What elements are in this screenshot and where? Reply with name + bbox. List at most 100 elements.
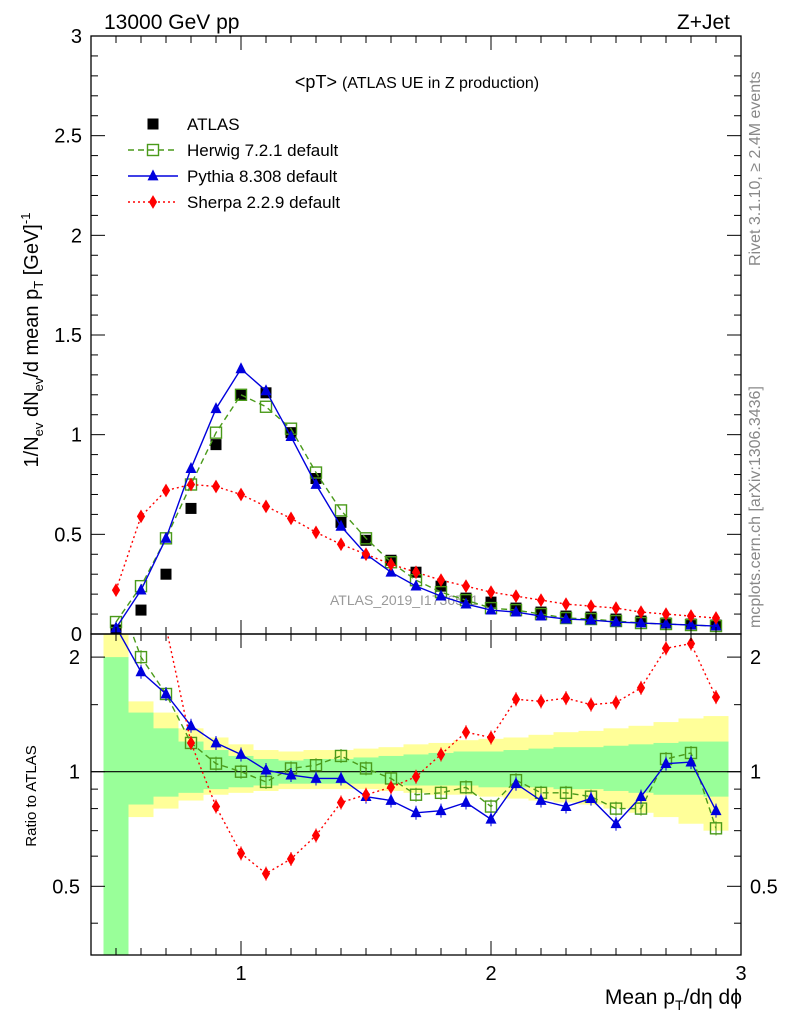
ratio-point — [461, 725, 471, 740]
ratio-point — [260, 763, 272, 775]
ratio-point — [236, 846, 246, 861]
data-point — [334, 504, 348, 517]
plot-title-sub: (ATLAS UE in Z production) — [342, 75, 539, 92]
data-point — [635, 616, 647, 628]
legend-marker — [147, 169, 159, 181]
data-point — [511, 589, 521, 604]
ratio-point — [711, 690, 721, 705]
data-point — [111, 583, 121, 598]
data-point — [235, 389, 247, 401]
ratio-point — [434, 786, 448, 800]
x-tick-label: 1 — [235, 963, 246, 985]
ratio-y-tick-label: 1 — [69, 762, 80, 784]
data-point — [535, 609, 547, 621]
legend-marker — [146, 143, 160, 157]
legend-marker — [147, 118, 159, 130]
ratio-y-tick-label-right: 1 — [750, 762, 761, 784]
ratio-point — [484, 800, 498, 813]
main-panel — [109, 362, 723, 634]
ratio-point — [685, 755, 697, 767]
data-point — [160, 568, 172, 580]
data-point — [510, 605, 522, 617]
legend-entry-pythia: Pythia 8.308 default — [128, 167, 338, 186]
y-tick-label: 1 — [71, 425, 82, 447]
data-point — [359, 532, 373, 545]
ratio-point — [335, 771, 347, 783]
side-mcplots-info: mcplots.cern.ch [arXiv:1306.3436] — [747, 386, 764, 628]
data-point — [236, 487, 246, 502]
ratio-point — [210, 736, 222, 748]
legend-label: Herwig 7.2.1 default — [187, 141, 338, 160]
inner-band-bin — [103, 657, 129, 955]
data-point — [636, 605, 646, 619]
legend-marker — [148, 195, 158, 209]
ratio-point — [160, 687, 172, 699]
data-point — [486, 585, 496, 600]
ratio-point — [459, 781, 473, 794]
ratio-point — [185, 719, 197, 731]
data-point — [460, 597, 472, 609]
ratio-point — [486, 730, 496, 745]
data-point — [160, 531, 172, 543]
ratio-point — [686, 636, 696, 651]
ratio-point — [436, 747, 446, 762]
y-tick-label: 2 — [71, 225, 82, 247]
data-point — [110, 621, 122, 633]
data-point — [210, 402, 222, 414]
ratio-point — [410, 806, 422, 818]
data-point — [560, 612, 572, 624]
data-point — [410, 579, 422, 591]
data-point — [135, 583, 147, 595]
data-point — [435, 589, 447, 601]
ratio-point — [611, 695, 621, 710]
data-point — [561, 597, 571, 611]
ratio-point — [710, 804, 722, 816]
ratio-point — [186, 736, 196, 750]
ratio-point — [385, 793, 397, 805]
legend-label: ATLAS — [187, 115, 240, 134]
ratio-point — [510, 777, 522, 789]
data-point — [660, 617, 672, 629]
inner-band-bin — [128, 712, 154, 805]
data-point — [211, 479, 221, 494]
legend-entry-sherpa: Sherpa 2.2.9 default — [128, 193, 340, 212]
data-point — [161, 483, 171, 498]
ratio-point — [535, 793, 547, 805]
ratio-point — [359, 762, 373, 775]
ratio-point — [485, 812, 497, 824]
data-point — [261, 499, 271, 514]
series-sherpa — [111, 477, 721, 625]
ratio-point — [261, 866, 271, 881]
data-point — [361, 547, 371, 562]
data-point — [360, 534, 372, 546]
inner-band-bin — [553, 747, 579, 790]
ratio-y-tick-label: 0.5 — [52, 876, 80, 898]
ratio-point — [235, 747, 247, 759]
ratio-point — [310, 771, 322, 783]
ratio-point — [361, 787, 371, 802]
data-point — [310, 477, 322, 489]
inner-band-bin — [153, 728, 179, 797]
ratio-point — [135, 665, 147, 677]
data-point — [185, 461, 197, 473]
data-point — [235, 362, 247, 374]
ratio-point — [585, 791, 597, 803]
ratio-point — [709, 822, 723, 835]
inner-band-bin — [528, 748, 554, 788]
legend: ATLAS Herwig 7.2.1 default Pythia 8.308 de… — [128, 115, 340, 212]
ratio-point — [409, 788, 423, 801]
ratio-point — [460, 795, 472, 807]
ratio-point — [586, 697, 596, 712]
data-point — [536, 593, 546, 607]
data-point — [185, 502, 197, 514]
data-point — [585, 613, 597, 625]
y-tick-label: 1.5 — [54, 325, 82, 347]
ratio-point — [411, 769, 421, 784]
ratio-point — [610, 817, 622, 829]
ratio-point — [435, 804, 447, 816]
inner-band-bin — [703, 741, 729, 797]
ratio-point — [311, 828, 321, 843]
ratio-point — [334, 749, 348, 763]
y-tick-label: 2.5 — [54, 126, 82, 148]
ratio-point — [561, 691, 571, 706]
